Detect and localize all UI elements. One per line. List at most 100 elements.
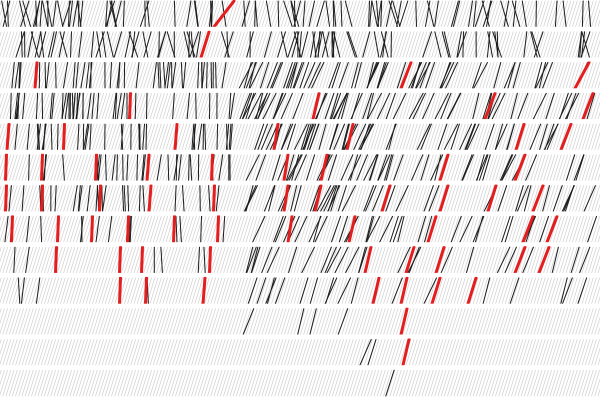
faint-hatch-stroke [21, 0, 31, 28]
dark-hatch-stroke [412, 62, 421, 89]
faint-hatch-stroke [232, 339, 242, 366]
faint-hatch-stroke [421, 339, 431, 366]
dark-hatch-stroke [49, 92, 53, 120]
faint-hatch-stroke [18, 154, 28, 181]
faint-hatch-stroke [373, 339, 383, 366]
faint-hatch-stroke [300, 185, 309, 212]
faint-hatch-stroke [15, 216, 24, 243]
faint-hatch-stroke [0, 62, 5, 78]
dark-hatch-stroke [106, 0, 113, 28]
faint-hatch-stroke [453, 369, 463, 397]
faint-hatch-stroke [0, 92, 8, 119]
faint-hatch-stroke [447, 339, 456, 366]
faint-hatch-stroke [165, 216, 175, 243]
faint-hatch-stroke [92, 92, 101, 120]
faint-hatch-stroke [520, 369, 530, 397]
dark-hatch-stroke [456, 31, 462, 58]
faint-hatch-stroke [549, 308, 559, 335]
dark-hatch-stroke [261, 246, 273, 274]
dark-hatch-stroke [349, 154, 359, 182]
faint-hatch-stroke [479, 246, 488, 274]
red-highlight-stroke [126, 214, 130, 244]
faint-hatch-stroke [376, 246, 386, 274]
dark-hatch-stroke [517, 92, 529, 120]
faint-hatch-stroke [431, 92, 440, 120]
faint-hatch-stroke [572, 31, 581, 58]
faint-hatch-stroke [248, 123, 258, 151]
dark-hatch-stroke [533, 31, 544, 58]
faint-hatch-stroke [200, 369, 210, 397]
faint-hatch-stroke [188, 185, 197, 212]
dark-hatch-stroke [325, 0, 331, 28]
faint-hatch-stroke [351, 123, 360, 151]
faint-hatch-stroke [444, 185, 453, 212]
faint-hatch-stroke [242, 31, 252, 58]
faint-hatch-stroke [200, 0, 210, 28]
faint-hatch-stroke [197, 154, 207, 181]
faint-hatch-stroke [335, 308, 344, 335]
faint-hatch-stroke [287, 369, 296, 397]
faint-hatch-stroke [296, 154, 306, 181]
faint-hatch-stroke [517, 339, 527, 366]
faint-hatch-stroke [344, 277, 354, 305]
faint-hatch-stroke [290, 123, 300, 151]
faint-hatch-stroke [488, 62, 498, 89]
faint-hatch-stroke [252, 185, 261, 212]
faint-hatch-stroke [325, 154, 335, 181]
faint-hatch-stroke [591, 31, 600, 58]
faint-hatch-stroke [549, 339, 559, 366]
faint-hatch-stroke [408, 31, 418, 58]
dark-hatch-stroke [501, 154, 514, 182]
dark-hatch-stroke [135, 62, 140, 89]
faint-hatch-stroke [277, 277, 287, 305]
faint-hatch-stroke [540, 308, 549, 335]
dark-hatch-stroke [562, 0, 567, 28]
faint-hatch-stroke [501, 31, 511, 58]
faint-hatch-stroke [508, 92, 517, 120]
faint-hatch-stroke [463, 369, 472, 397]
dark-hatch-stroke [113, 31, 122, 58]
faint-hatch-stroke [536, 123, 546, 151]
faint-hatch-stroke [367, 369, 376, 397]
faint-hatch-stroke [165, 246, 175, 274]
faint-hatch-stroke [450, 154, 460, 181]
faint-hatch-stroke [95, 308, 104, 335]
faint-hatch-stroke [482, 308, 492, 335]
faint-hatch-stroke [264, 277, 274, 305]
faint-hatch-stroke [117, 154, 127, 181]
faint-hatch-stroke [501, 92, 511, 120]
faint-hatch-stroke [351, 369, 360, 397]
faint-hatch-stroke [261, 339, 271, 366]
faint-hatch-stroke [197, 308, 207, 335]
faint-hatch-stroke [47, 369, 56, 397]
faint-hatch-stroke [207, 369, 216, 397]
dark-hatch-stroke [330, 185, 340, 212]
faint-hatch-stroke [271, 185, 280, 212]
faint-hatch-stroke [402, 308, 412, 335]
faint-hatch-stroke [207, 308, 216, 335]
faint-hatch-stroke [456, 216, 466, 243]
faint-hatch-stroke [152, 185, 162, 212]
faint-hatch-stroke [255, 246, 264, 274]
faint-hatch-stroke [21, 308, 31, 335]
faint-hatch-stroke [181, 216, 191, 243]
faint-hatch-stroke [527, 277, 536, 305]
dark-hatch-stroke [308, 0, 315, 28]
faint-hatch-stroke [303, 308, 312, 335]
faint-hatch-stroke [200, 308, 210, 335]
faint-hatch-stroke [351, 216, 360, 243]
faint-hatch-stroke [482, 246, 492, 274]
dark-hatch-stroke [333, 0, 337, 28]
faint-hatch-stroke [594, 347, 600, 366]
faint-hatch-stroke [12, 339, 21, 366]
faint-hatch-stroke [376, 92, 386, 120]
faint-hatch-stroke [389, 308, 399, 335]
faint-hatch-stroke [117, 339, 127, 366]
faint-hatch-stroke [280, 216, 290, 243]
faint-hatch-stroke [242, 216, 252, 243]
faint-hatch-stroke [12, 308, 21, 335]
faint-hatch-stroke [530, 369, 540, 397]
faint-hatch-stroke [290, 185, 300, 212]
faint-hatch-stroke [405, 185, 415, 212]
faint-hatch-stroke [424, 339, 434, 366]
